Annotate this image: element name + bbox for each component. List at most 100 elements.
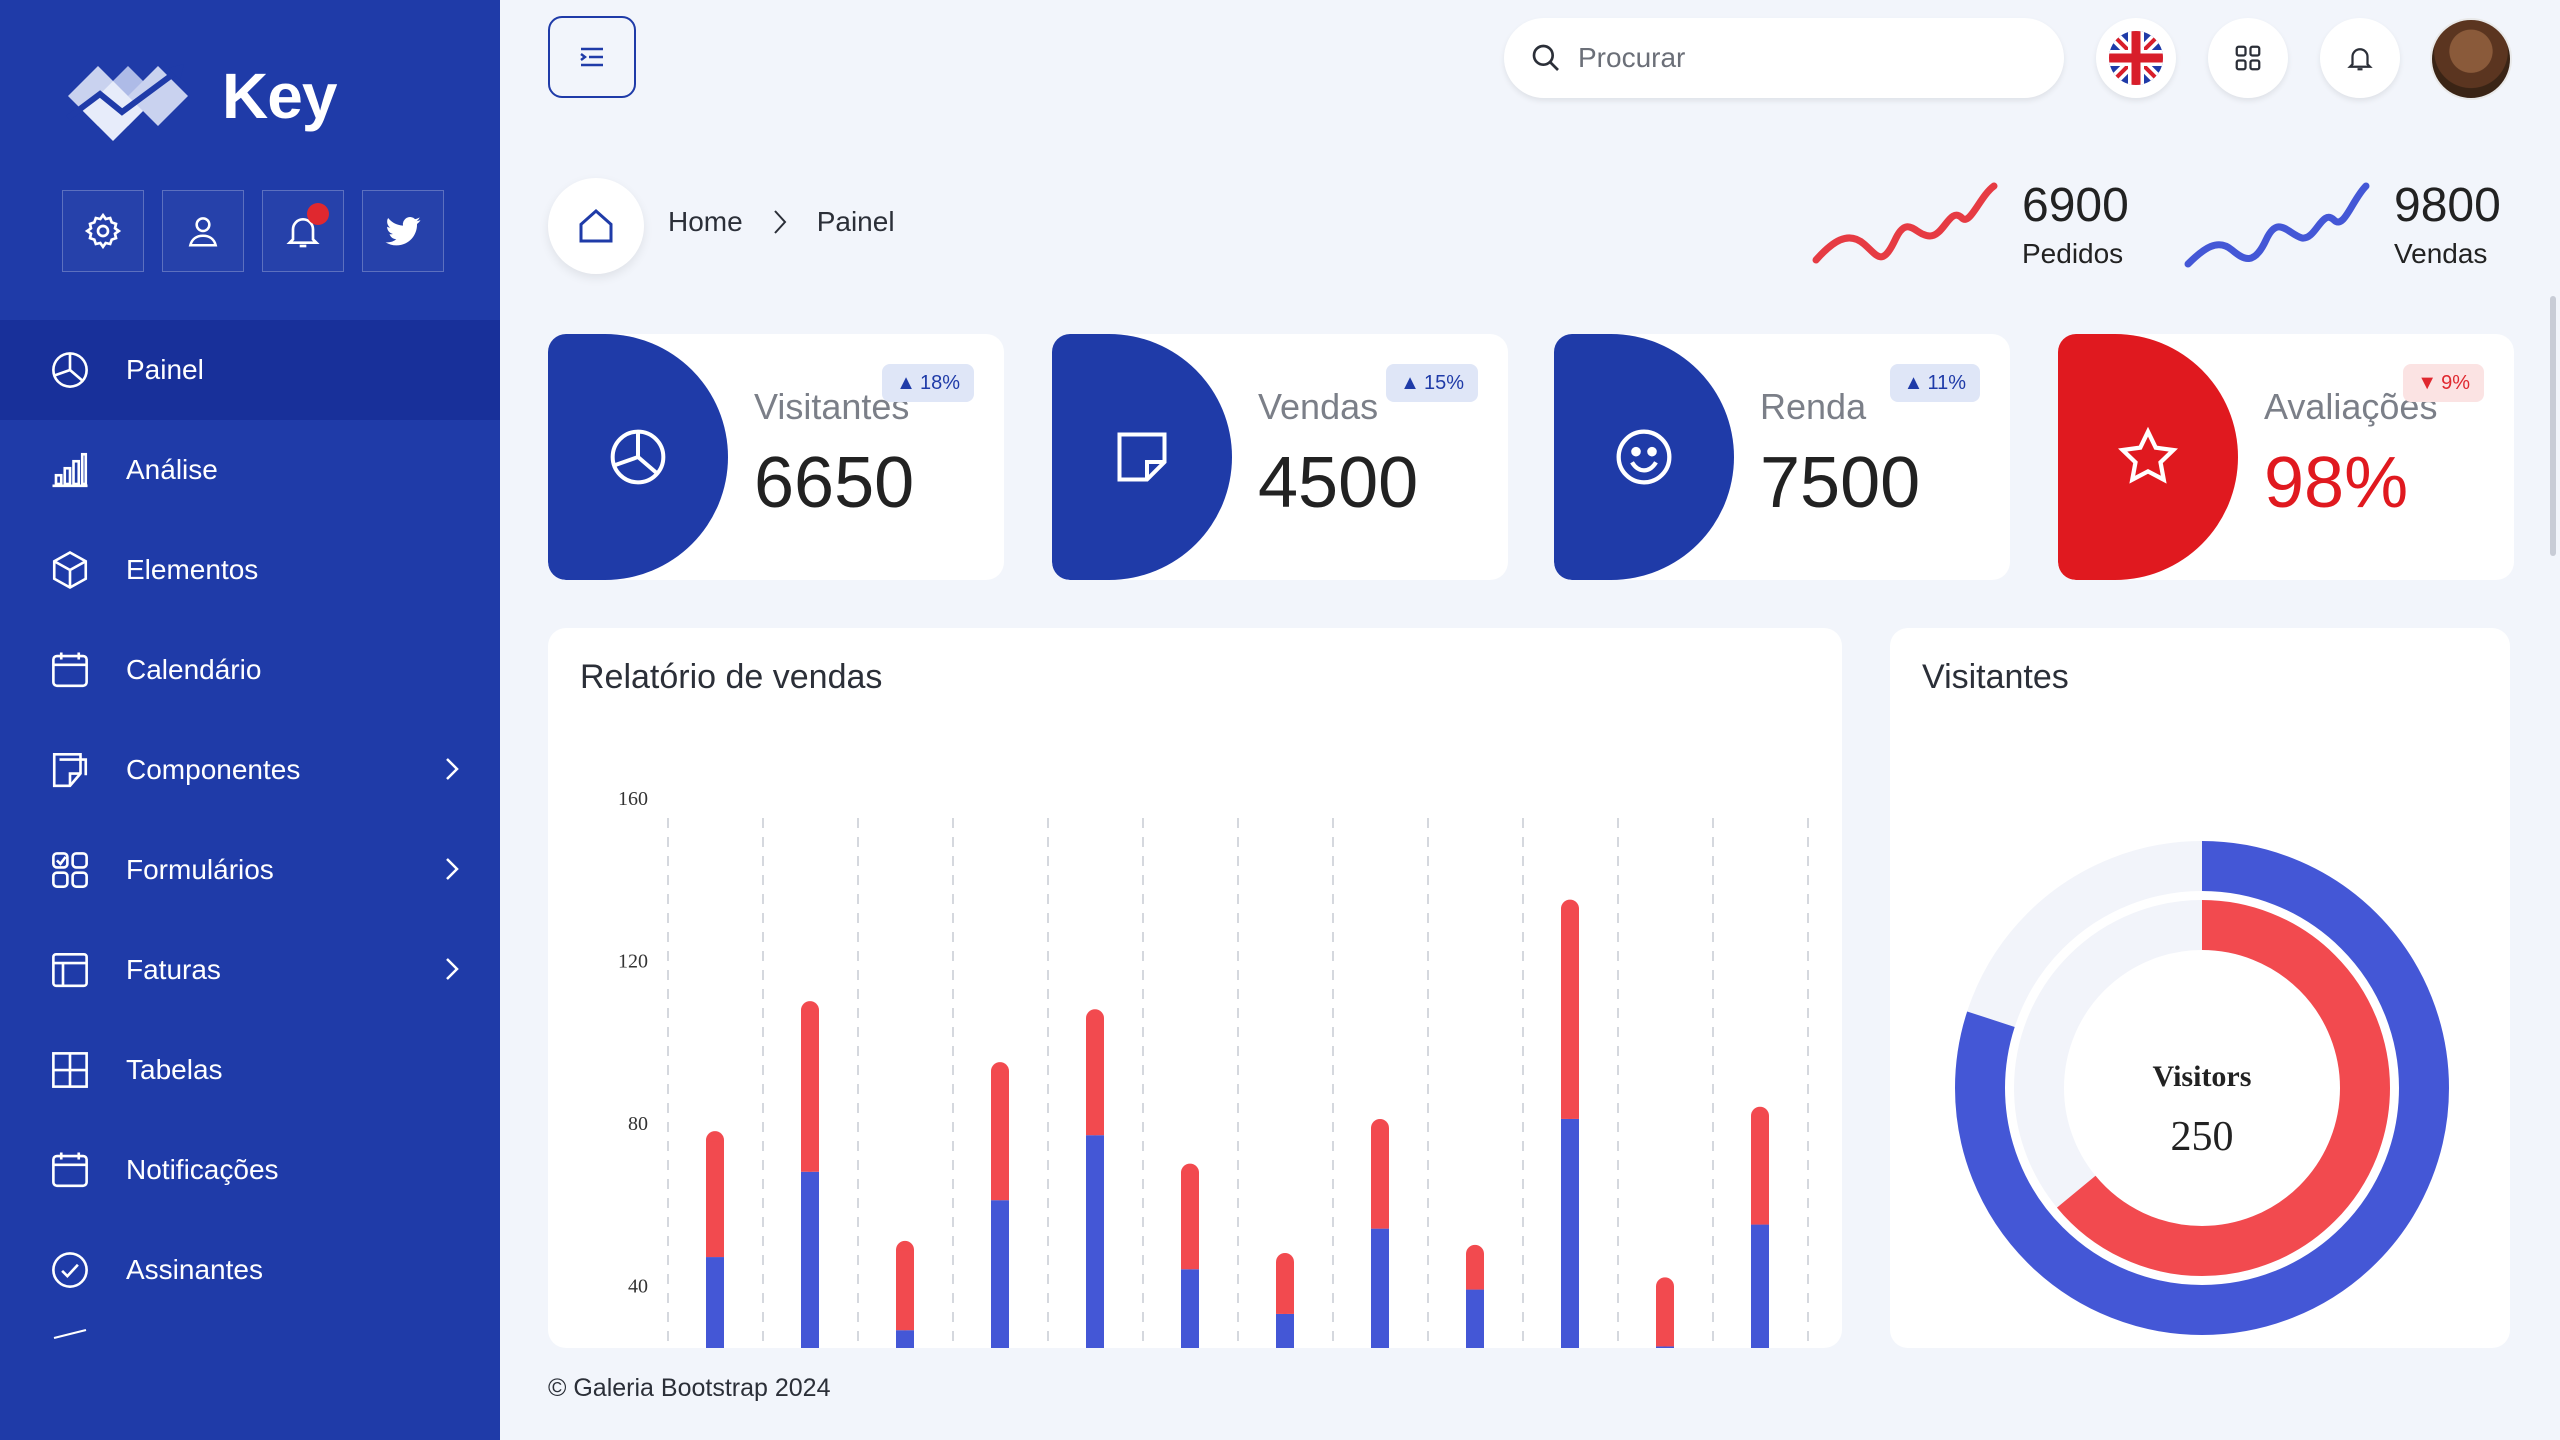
stat-card-visitantes[interactable]: Visitantes 6650 ▲ 18%: [548, 334, 1004, 580]
check-circle-icon: [48, 1248, 92, 1292]
scrollbar-thumb[interactable]: [2550, 296, 2556, 556]
bar-segment[interactable]: [896, 1330, 914, 1348]
invoice-icon: [48, 948, 92, 992]
arrow-up-icon: ▲: [896, 371, 916, 394]
smiley-icon: [1616, 429, 1672, 485]
badge-text: 15%: [1423, 371, 1464, 394]
stat-card-vendas[interactable]: Vendas 4500 ▲ 15%: [1052, 334, 1508, 580]
sidebar-item-label: Faturas: [126, 954, 221, 985]
uk-flag-icon: [2109, 31, 2163, 85]
calendar-icon: [48, 1148, 92, 1192]
bar-segment[interactable]: [1466, 1289, 1484, 1348]
sidebar-item-calendario[interactable]: Calendário: [0, 620, 500, 720]
card-value: 4500: [1258, 443, 1419, 523]
sidebar-item-formularios[interactable]: Formulários: [0, 820, 500, 920]
trend-badge: ▲ 15%: [1386, 364, 1478, 402]
home-button[interactable]: [548, 178, 644, 274]
table-icon: [48, 1048, 92, 1092]
sidebar-item-label: Calendário: [126, 654, 262, 685]
breadcrumb: Home Painel: [668, 206, 895, 238]
brand-logo[interactable]: Key: [48, 46, 337, 146]
sparkline-red: [1812, 182, 1998, 264]
search-bar[interactable]: [1504, 18, 2064, 98]
sidebar-item-painel[interactable]: Painel: [0, 320, 500, 420]
bar-segment[interactable]: [801, 1171, 819, 1348]
notification-dot: [307, 203, 329, 225]
chevron-right-icon: [446, 758, 459, 780]
bar-segment-fill: [991, 1072, 1009, 1201]
bell-icon: [286, 218, 320, 248]
stat-card-avaliacoes[interactable]: Avaliações 98% ▼ 9%: [2058, 334, 2514, 580]
donut-ring-outer[interactable]: [1955, 841, 2449, 1335]
profile-button[interactable]: [162, 190, 244, 272]
card-icon-bg: [548, 334, 728, 580]
sidebar-item-label: Assinantes: [126, 1254, 263, 1285]
settings-button[interactable]: [62, 190, 144, 272]
sidebar-item-elementos[interactable]: Elementos: [0, 520, 500, 620]
donut-ring-inner[interactable]: [2014, 900, 2390, 1276]
chevron-right-icon: [446, 958, 459, 980]
bar-segment-fill: [1181, 1173, 1199, 1270]
form-grid-icon: [48, 848, 92, 892]
sidebar-item-tabelas[interactable]: Tabelas: [0, 1020, 500, 1120]
bar-segment-fill: [896, 1250, 914, 1331]
sidebar-item-assinantes[interactable]: Assinantes: [0, 1220, 500, 1320]
language-button[interactable]: [2096, 18, 2176, 98]
sidebar-nav: Painel Análise Elementos Calendário Comp…: [0, 320, 500, 1360]
y-tick-label: 80: [628, 1113, 648, 1135]
breadcrumb-home[interactable]: Home: [668, 206, 743, 237]
stat-card-renda[interactable]: Renda 7500 ▲ 11%: [1554, 334, 2010, 580]
bar-segment-fill: [1561, 909, 1579, 1119]
trend-badge: ▲ 18%: [882, 364, 974, 402]
bar-segment[interactable]: [1561, 1118, 1579, 1348]
bar-segment-fill: [1371, 1128, 1389, 1229]
logo-mark-icon: [66, 64, 188, 141]
bar-segment[interactable]: [991, 1200, 1009, 1348]
bar-segment[interactable]: [706, 1257, 724, 1348]
card-label: Vendas: [1258, 386, 1379, 427]
card-value: 7500: [1760, 443, 1921, 523]
sidebar-item-componentes[interactable]: Componentes: [0, 720, 500, 820]
bar-segment[interactable]: [1656, 1346, 1674, 1348]
menu-toggle-button[interactable]: [548, 16, 636, 98]
apps-button[interactable]: [2208, 18, 2288, 98]
search-input[interactable]: [1578, 42, 2018, 74]
badge-text: 18%: [919, 371, 960, 394]
sticky-note-icon: [1117, 432, 1167, 482]
notifications-button[interactable]: [262, 190, 344, 272]
chevron-right-icon: [446, 858, 459, 880]
twitter-icon: [385, 217, 421, 246]
bar-segment[interactable]: [1276, 1313, 1294, 1348]
avatar[interactable]: [2430, 18, 2512, 100]
mini-stat-value: 6900: [2022, 179, 2129, 232]
badge-text: 11%: [1927, 371, 1966, 394]
bar-segment[interactable]: [1181, 1269, 1199, 1348]
bell-icon: [2347, 48, 2373, 71]
sales-report-panel: Relatório de vendas 40 80 120 160: [548, 628, 1842, 1348]
sidebar-item-analise[interactable]: Análise: [0, 420, 500, 520]
sidebar-item-partial: [0, 1320, 500, 1360]
pie-chart-icon: [48, 348, 92, 392]
chevron-right-icon: [773, 210, 787, 234]
topbar-notifications-button[interactable]: [2320, 18, 2400, 98]
sidebar-item-label: Análise: [126, 454, 218, 485]
bar-segment[interactable]: [1371, 1228, 1389, 1348]
mini-stat-value: 9800: [2394, 179, 2501, 232]
sidebar-item-faturas[interactable]: Faturas: [0, 920, 500, 1020]
twitter-button[interactable]: [362, 190, 444, 272]
sidebar-item-label: Painel: [126, 354, 204, 385]
bar-segment[interactable]: [1751, 1224, 1769, 1348]
bar-chart-icon: [48, 448, 92, 492]
star-icon: [2118, 426, 2178, 484]
arrow-up-icon: ▲: [1903, 371, 1924, 394]
gear-icon: [84, 212, 122, 250]
bar-segment-fill: [706, 1141, 724, 1258]
menu-toggle-icon: [580, 47, 603, 67]
visitors-donut-chart: Visitors 250: [1955, 841, 2449, 1335]
bar-segment[interactable]: [1086, 1135, 1104, 1348]
sidebar-item-notificacoes[interactable]: Notificações: [0, 1120, 500, 1220]
card-value: 98%: [2264, 443, 2409, 523]
home-icon: [579, 208, 613, 243]
sparkline-blue: [2184, 182, 2370, 268]
bar-segment-fill: [801, 1011, 819, 1172]
